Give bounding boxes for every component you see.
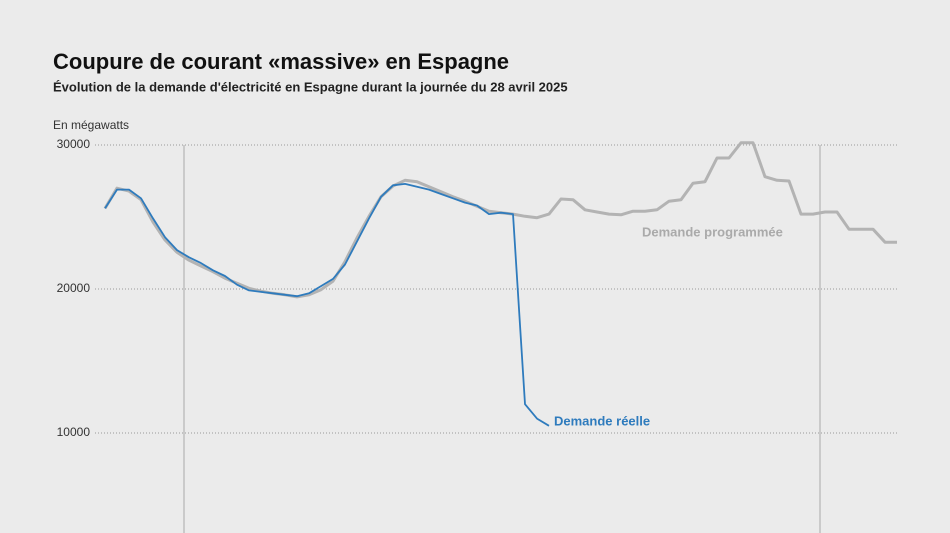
plot: 10000 20000 30000 (57, 137, 897, 439)
chart-subtitle: Évolution de la demande d'électricité en… (53, 79, 568, 94)
y-tick-label: 10000 (57, 425, 91, 439)
chart-title: Coupure de courant «massive» en Espagne (53, 49, 509, 74)
y-axis-label: En mégawatts (53, 118, 129, 132)
series-line (104, 183, 550, 427)
series-label: Demande programmée (642, 224, 783, 239)
y-tick-label: 20000 (57, 281, 91, 295)
series-label: Demande réelle (554, 413, 650, 428)
y-tick-label: 30000 (57, 137, 91, 151)
